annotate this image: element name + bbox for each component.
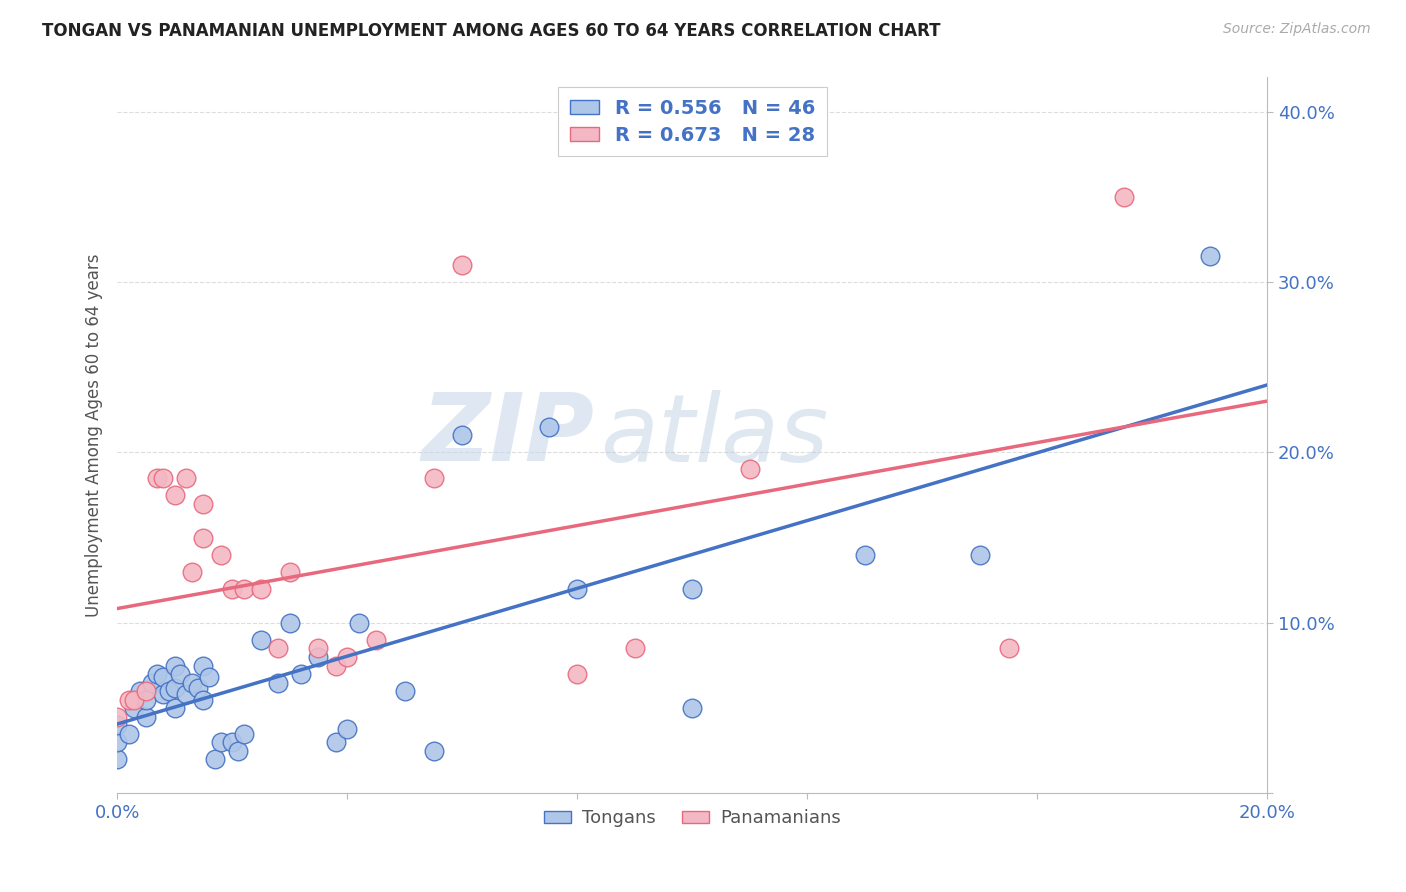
Point [124,692,146,706]
Point [118,692,141,706]
Point [226,744,249,758]
Point [537,420,560,434]
Point [451,258,474,272]
Point [232,727,254,741]
Point [624,641,647,656]
Point [451,428,474,442]
Point [422,471,444,485]
Point [267,675,290,690]
Point [997,641,1019,656]
Point [187,681,209,695]
Point [169,667,191,681]
Point [135,692,157,706]
Point [422,744,444,758]
Point [336,722,359,736]
Point [1199,249,1222,263]
Point [567,582,589,596]
Point [181,565,204,579]
Point [250,582,273,596]
Point [135,709,157,723]
Point [336,650,359,665]
Point [198,670,221,684]
Point [129,684,152,698]
Point [146,471,169,485]
Point [193,497,215,511]
Text: atlas: atlas [600,390,828,481]
Point [250,632,273,647]
Point [174,471,197,485]
Point [105,735,128,749]
Point [681,582,703,596]
Point [278,615,301,630]
Point [738,462,761,476]
Point [163,701,186,715]
Point [193,692,215,706]
Text: Source: ZipAtlas.com: Source: ZipAtlas.com [1223,22,1371,37]
Point [141,675,163,690]
Legend: Tongans, Panamanians: Tongans, Panamanians [537,802,848,834]
Point [152,471,174,485]
Point [364,632,387,647]
Point [146,667,169,681]
Point [969,548,991,562]
Point [347,615,370,630]
Point [308,650,330,665]
Point [325,658,347,673]
Y-axis label: Unemployment Among Ages 60 to 64 years: Unemployment Among Ages 60 to 64 years [86,253,103,617]
Point [157,684,180,698]
Point [209,735,232,749]
Point [204,752,226,766]
Point [267,641,290,656]
Point [232,582,254,596]
Point [105,709,128,723]
Point [174,688,197,702]
Point [152,670,174,684]
Point [308,641,330,656]
Point [135,684,157,698]
Point [681,701,703,715]
Text: ZIP: ZIP [422,390,595,482]
Point [325,735,347,749]
Point [163,658,186,673]
Point [853,548,876,562]
Point [181,675,204,690]
Point [290,667,312,681]
Point [221,582,243,596]
Point [278,565,301,579]
Point [152,688,174,702]
Text: TONGAN VS PANAMANIAN UNEMPLOYMENT AMONG AGES 60 TO 64 YEARS CORRELATION CHART: TONGAN VS PANAMANIAN UNEMPLOYMENT AMONG … [42,22,941,40]
Point [221,735,243,749]
Point [567,667,589,681]
Point [209,548,232,562]
Point [193,658,215,673]
Point [105,752,128,766]
Point [118,727,141,741]
Point [394,684,416,698]
Point [124,701,146,715]
Point [1112,190,1135,204]
Point [163,681,186,695]
Point [163,488,186,502]
Point [193,531,215,545]
Point [105,718,128,732]
